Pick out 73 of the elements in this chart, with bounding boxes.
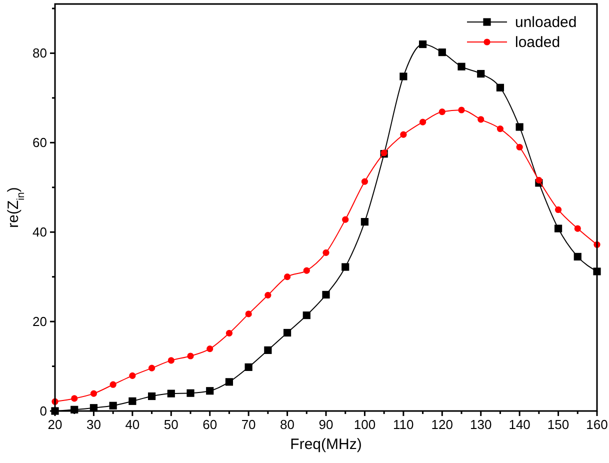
x-tick-label: 100 bbox=[354, 417, 376, 432]
point bbox=[245, 310, 252, 318]
x-tick-label: 40 bbox=[125, 417, 140, 432]
point bbox=[516, 123, 524, 131]
point bbox=[109, 402, 117, 410]
point bbox=[129, 372, 136, 379]
point bbox=[303, 267, 310, 274]
x-tick-label: 140 bbox=[508, 417, 530, 432]
x-tick-label: 60 bbox=[202, 417, 218, 432]
point bbox=[322, 249, 330, 256]
x-tick-label: 70 bbox=[241, 417, 256, 432]
point bbox=[400, 72, 408, 80]
point bbox=[284, 274, 291, 280]
y-tick-label: 60 bbox=[32, 135, 47, 150]
x-tick-label: 30 bbox=[86, 417, 101, 432]
point bbox=[322, 290, 330, 299]
point bbox=[71, 395, 78, 402]
point bbox=[187, 352, 194, 360]
point bbox=[400, 131, 407, 138]
point bbox=[302, 311, 310, 320]
point bbox=[361, 178, 368, 185]
point bbox=[574, 252, 582, 260]
point bbox=[148, 392, 156, 400]
x-tick-label: 150 bbox=[547, 417, 570, 432]
point bbox=[264, 292, 272, 298]
point bbox=[90, 390, 98, 397]
point bbox=[478, 116, 484, 123]
point bbox=[438, 48, 446, 56]
point bbox=[342, 263, 350, 271]
point bbox=[419, 118, 426, 126]
point bbox=[458, 62, 466, 70]
legend-label: loaded bbox=[515, 34, 560, 51]
y-tick-label: 20 bbox=[32, 314, 47, 330]
y-tick-label: 40 bbox=[32, 224, 47, 240]
x-tick-label: 120 bbox=[431, 417, 453, 432]
point bbox=[128, 397, 136, 405]
point bbox=[226, 330, 233, 336]
point bbox=[418, 40, 427, 48]
point bbox=[206, 387, 214, 395]
y-tick-label: 0 bbox=[40, 404, 47, 418]
point bbox=[477, 70, 485, 78]
x-tick-label: 130 bbox=[470, 417, 492, 432]
point bbox=[516, 144, 523, 150]
point bbox=[536, 176, 542, 184]
point bbox=[283, 328, 292, 337]
point bbox=[496, 125, 504, 132]
point bbox=[360, 218, 369, 226]
point bbox=[342, 216, 349, 223]
point bbox=[244, 363, 252, 371]
point bbox=[574, 225, 581, 232]
x-tick-label: 50 bbox=[164, 417, 178, 432]
point bbox=[168, 357, 174, 364]
point bbox=[167, 390, 175, 398]
point bbox=[554, 206, 562, 214]
point bbox=[438, 108, 446, 116]
point bbox=[110, 381, 116, 388]
point bbox=[264, 346, 272, 354]
point bbox=[225, 378, 234, 386]
point bbox=[148, 364, 156, 372]
point bbox=[496, 84, 504, 92]
x-tick-label: 80 bbox=[280, 417, 295, 432]
y-tick-label: 80 bbox=[32, 46, 47, 61]
point bbox=[206, 346, 214, 352]
legend-label: unloaded bbox=[515, 14, 577, 31]
x-tick-label: 20 bbox=[48, 417, 62, 432]
x-tick-label: 110 bbox=[393, 417, 414, 432]
point bbox=[458, 106, 465, 114]
x-axis-title: Freq(MHz) bbox=[290, 436, 362, 453]
x-tick-label: 90 bbox=[318, 417, 334, 432]
point bbox=[593, 268, 601, 276]
point bbox=[186, 389, 194, 397]
point bbox=[554, 224, 562, 232]
x-tick-label: 160 bbox=[586, 417, 608, 432]
